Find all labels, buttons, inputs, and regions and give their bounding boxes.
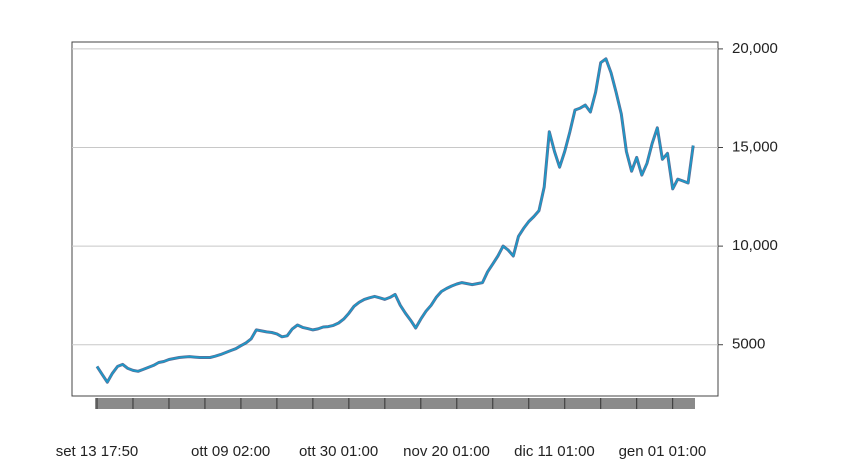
x-tick-label: ott 30 01:00: [299, 443, 378, 460]
x-tick-label: gen 01 01:00: [619, 443, 707, 460]
y-tick-label: 20,000: [732, 40, 778, 57]
price-line: [96, 58, 694, 383]
x-tick-label: dic 11 01:00: [514, 443, 595, 460]
y-tick-label: 15,000: [732, 138, 778, 155]
x-tick-label: set 13 17:50: [56, 443, 139, 460]
x-axis-band: [95, 398, 695, 409]
x-tick-label: nov 20 01:00: [403, 443, 490, 460]
x-tick-label: ott 09 02:00: [191, 443, 270, 460]
plot-frame: [71, 41, 719, 397]
y-tick-label: 10,000: [732, 237, 778, 254]
y-tick-label: 5000: [732, 336, 765, 353]
